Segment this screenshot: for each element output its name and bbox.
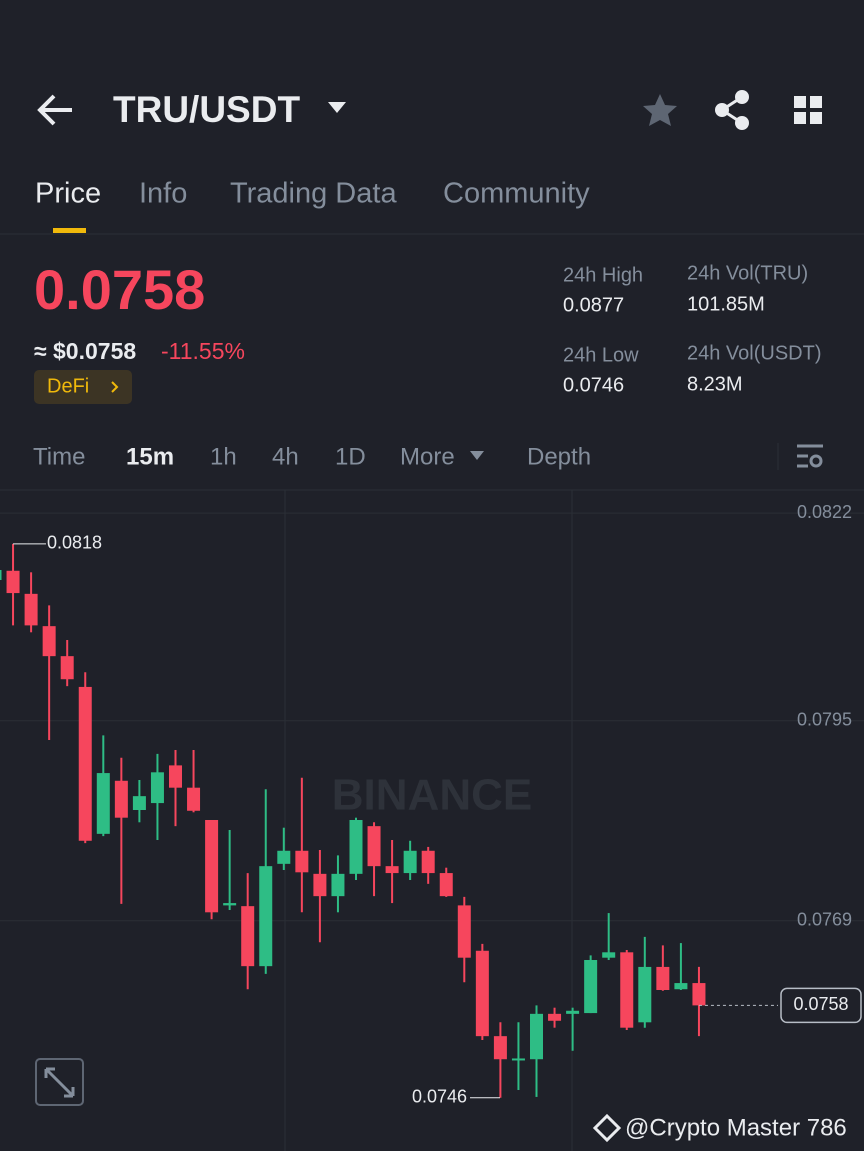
- back-arrow: [37, 94, 72, 126]
- tag-chip[interactable]: [34, 370, 132, 404]
- candle-body: [620, 952, 634, 1028]
- candle-body: [277, 850, 291, 864]
- square: [794, 96, 806, 108]
- stat-value: 0.0877: [563, 294, 624, 316]
- stat-label: 24h High: [563, 264, 643, 286]
- square: [810, 96, 822, 108]
- tab[interactable]: Trading Data: [230, 178, 397, 210]
- interval[interactable]: 1D: [335, 443, 366, 470]
- candle-body: [241, 906, 255, 967]
- low-marker-label: 0.0746: [412, 1086, 467, 1106]
- candle-body: [566, 1010, 580, 1014]
- y-tick-label: 0.0795: [797, 710, 852, 730]
- y-tick-label: 0.0822: [797, 502, 852, 522]
- footer-credit: @Crypto Master 786: [625, 1114, 847, 1141]
- stat-value: 8.23M: [687, 373, 743, 395]
- tag-chevron: [111, 381, 119, 393]
- candle-body: [169, 765, 182, 788]
- tab[interactable]: Community: [443, 178, 590, 210]
- candle-body: [656, 966, 670, 990]
- candle-body: [0, 570, 2, 580]
- interval-active[interactable]: 15m: [126, 443, 174, 470]
- fullscreen-button[interactable]: [35, 1058, 84, 1106]
- candle-body: [475, 950, 489, 1037]
- stat-label: 24h Vol(USDT): [687, 342, 822, 364]
- square: [810, 112, 822, 124]
- candle-body: [24, 593, 38, 626]
- more-caret: [470, 451, 484, 460]
- candle-body: [295, 850, 309, 873]
- candle-body: [457, 905, 471, 958]
- high-marker-label: 0.0818: [47, 533, 102, 553]
- stat-label: 24h Vol(TRU): [687, 262, 808, 284]
- candle-body: [96, 773, 110, 834]
- candle-body: [638, 966, 652, 1023]
- share-icon[interactable]: [715, 90, 749, 130]
- price-box-label: 0.0758: [793, 994, 848, 1014]
- candle-body: [6, 570, 20, 594]
- share-lines: [719, 95, 743, 125]
- settings-lines: [797, 444, 823, 468]
- pair-dropdown[interactable]: [328, 102, 346, 113]
- interval[interactable]: 1h: [210, 443, 237, 470]
- candle-body: [439, 873, 453, 897]
- settings-gear: [809, 454, 823, 468]
- interval[interactable]: More: [400, 443, 455, 470]
- chart-settings-icon[interactable]: [797, 444, 823, 468]
- candle-body: [349, 820, 363, 874]
- back-button[interactable]: [37, 94, 72, 126]
- stat-value: 0.0746: [563, 374, 624, 396]
- stat-label: 24h Low: [563, 344, 639, 366]
- candle-body: [114, 780, 128, 818]
- grid-menu-icon[interactable]: [794, 96, 822, 124]
- favorite-icon[interactable]: [643, 94, 677, 126]
- candle-body: [259, 866, 273, 967]
- candle-body: [674, 983, 688, 990]
- tab-active[interactable]: Price: [35, 178, 101, 210]
- candle-body: [530, 1013, 543, 1060]
- approx-price: ≈ $0.0758: [34, 338, 136, 364]
- candle-body: [385, 866, 399, 874]
- plot: 0.0822 0.0795 0.0769 0.0818 0.0746 0.0758: [0, 502, 864, 1106]
- candle-body: [150, 772, 164, 804]
- candle-body: [421, 850, 435, 874]
- candle-body: [403, 850, 417, 874]
- tab-indicator: [53, 228, 86, 233]
- fullscreen-icon: [44, 1067, 75, 1098]
- last-price: 0.0758: [34, 258, 205, 321]
- candle-body: [187, 787, 201, 811]
- interval[interactable]: 4h: [272, 443, 299, 470]
- candle-body: [132, 796, 146, 810]
- square: [794, 112, 806, 124]
- price-change: -11.55%: [161, 338, 245, 364]
- price-box: [780, 987, 862, 1024]
- tab[interactable]: Info: [139, 178, 187, 210]
- candle-body: [602, 952, 616, 958]
- watermark: BINANCE: [332, 771, 532, 820]
- pair-title[interactable]: TRU/USDT: [113, 89, 300, 130]
- candle-body: [78, 686, 92, 841]
- candle-body: [367, 826, 381, 867]
- interval[interactable]: Depth: [527, 443, 591, 470]
- candle-body: [692, 983, 706, 1006]
- candle-body: [548, 1013, 562, 1021]
- tag-label: DeFi: [47, 375, 89, 397]
- candle-body: [60, 656, 74, 680]
- interval[interactable]: Time: [33, 443, 85, 470]
- candle-body: [331, 873, 345, 897]
- candle-body: [42, 626, 56, 657]
- candle-body: [223, 903, 237, 906]
- candle-body: [584, 960, 598, 1014]
- y-tick-label: 0.0769: [797, 910, 852, 930]
- footer-logo: [592, 1113, 622, 1143]
- candle-body: [205, 820, 219, 913]
- stat-value: 101.85M: [687, 293, 765, 315]
- candle-body: [511, 1058, 525, 1061]
- candle-body: [313, 873, 327, 897]
- candle-body: [493, 1036, 507, 1060]
